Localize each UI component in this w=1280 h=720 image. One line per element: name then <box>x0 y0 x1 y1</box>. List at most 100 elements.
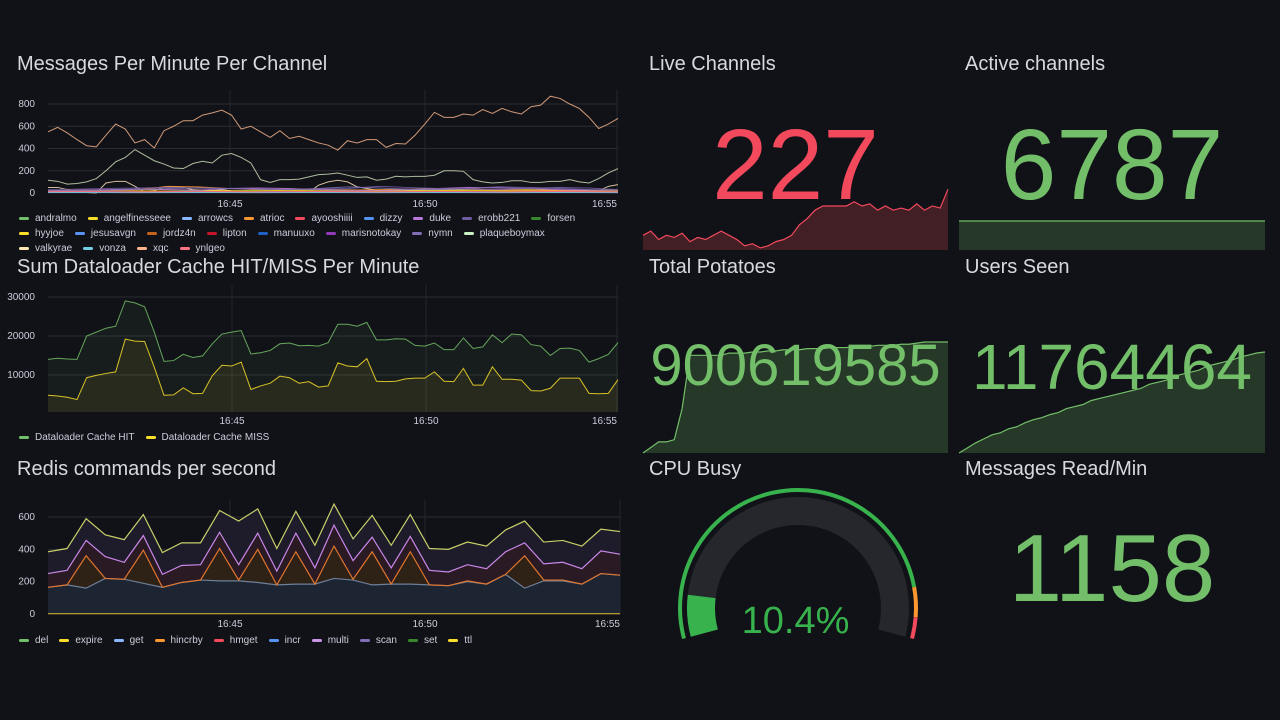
panel-title-msgread[interactable]: Messages Read/Min <box>965 458 1148 480</box>
legend-item[interactable]: angelfinesseee <box>87 213 171 224</box>
legend-item[interactable]: del <box>19 635 48 646</box>
panel-title-messages[interactable]: Messages Per Minute Per Channel <box>17 53 328 75</box>
legend-item[interactable]: expire <box>59 635 103 646</box>
active-channels-value: 6787 <box>1000 109 1224 221</box>
sparkline-area <box>643 189 948 250</box>
legend-item[interactable]: dizzy <box>363 213 402 224</box>
legend-item[interactable]: incr <box>268 635 301 646</box>
legend-item[interactable]: forsen <box>531 213 575 224</box>
legend-swatch <box>181 217 192 220</box>
x-tick-label: 16:50 <box>413 416 438 427</box>
legend-item[interactable]: nymn <box>412 228 453 239</box>
legend-item[interactable]: Dataloader Cache HIT <box>19 432 135 443</box>
legend-item[interactable]: andralmo <box>19 213 77 224</box>
legend-item[interactable]: hincrby <box>154 635 203 646</box>
redis-chart[interactable]: 0 200 400 600 16:45 16:50 16:55 <box>0 500 632 630</box>
legend-item[interactable]: xqc <box>136 243 169 254</box>
gauge-threshold-red <box>910 617 918 640</box>
legend-item[interactable]: Dataloader Cache MISS <box>145 432 269 443</box>
legend-item[interactable]: hmget <box>213 635 258 646</box>
legend-label: hmget <box>229 635 258 646</box>
legend-swatch <box>325 232 336 235</box>
legend-swatch <box>412 232 423 235</box>
y-tick-label: 600 <box>18 121 35 132</box>
legend-swatch <box>531 217 542 220</box>
y-tick-label: 200 <box>18 577 35 588</box>
legend-label: andralmo <box>35 213 77 224</box>
panel-title-cpu[interactable]: CPU Busy <box>649 458 742 480</box>
messages-read-value: 1158 <box>1008 515 1216 622</box>
legend-label: get <box>129 635 144 646</box>
legend-swatch <box>413 217 424 220</box>
legend-swatch <box>359 639 370 642</box>
legend-item[interactable]: atrioc <box>244 213 284 224</box>
x-tick-label: 16:55 <box>592 416 617 427</box>
legend-label: xqc <box>152 243 169 254</box>
cache-chart[interactable]: 10000 20000 30000 16:45 16:50 16:55 <box>0 285 632 430</box>
legend-label: hincrby <box>170 635 203 646</box>
legend-swatch <box>136 247 147 250</box>
panel-title-redis[interactable]: Redis commands per second <box>17 458 277 480</box>
legend-swatch <box>74 232 85 235</box>
gauge-value-fill <box>687 594 718 637</box>
live-channels-value: 227 <box>712 109 879 221</box>
area-scan <box>48 504 620 575</box>
panel-title-active[interactable]: Active channels <box>965 53 1106 75</box>
legend-item[interactable]: marisnotokay <box>325 228 401 239</box>
legend-item[interactable]: valkyrae <box>19 243 72 254</box>
x-tick-label: 16:55 <box>592 199 617 210</box>
legend-item[interactable]: duke <box>413 213 451 224</box>
legend-swatch <box>19 232 29 235</box>
legend-item[interactable]: plaqueboymax <box>463 228 545 239</box>
legend-swatch <box>448 639 459 642</box>
legend-item[interactable]: set <box>407 635 438 646</box>
legend-item[interactable]: ttl <box>448 635 472 646</box>
panel-title-live[interactable]: Live Channels <box>649 53 776 75</box>
legend-label: set <box>423 635 438 646</box>
legend-label: atrioc <box>260 213 285 224</box>
sparkline-line <box>642 341 948 454</box>
legend-item[interactable]: vonza <box>83 243 126 254</box>
legend-item[interactable]: get <box>113 635 144 646</box>
panel-title-potatoes[interactable]: Total Potatoes <box>649 256 776 278</box>
legend-swatch <box>311 639 322 642</box>
gauge-track <box>687 497 909 637</box>
legend-item[interactable]: hyyjoe <box>19 228 64 239</box>
series-line-xqc <box>47 95 619 151</box>
live-sparkline <box>642 188 949 250</box>
legend-item[interactable]: multi <box>311 635 349 646</box>
x-tick-label: 16:45 <box>219 416 244 427</box>
legend-swatch <box>463 232 474 235</box>
legend-item[interactable]: ynlgeo <box>179 243 225 254</box>
y-tick-label: 600 <box>18 512 35 523</box>
legend-swatch <box>19 639 29 642</box>
legend-item[interactable]: jordz4n <box>146 228 196 239</box>
legend-label: duke <box>429 213 452 224</box>
series-line-hincrby <box>47 544 621 589</box>
legend-item[interactable]: arrowcs <box>181 213 233 224</box>
area-Dataloader Cache HIT <box>48 300 618 412</box>
panel-title-users[interactable]: Users Seen <box>965 256 1070 278</box>
y-tick-label: 0 <box>29 188 35 199</box>
legend-item[interactable]: erobb221 <box>462 213 520 224</box>
legend-label: hyyjoe <box>35 228 64 239</box>
legend-item[interactable]: ayooshiiii <box>295 213 353 224</box>
area-get <box>48 573 620 614</box>
panel-title-cache[interactable]: Sum Dataloader Cache HIT/MISS Per Minute <box>17 256 420 278</box>
messages-chart[interactable]: 0 200 400 600 800 16:45 16:50 16:55 <box>0 90 632 210</box>
legend-item[interactable]: manuuxo <box>257 228 315 239</box>
y-tick-label: 10000 <box>7 370 35 381</box>
legend-label: Dataloader Cache HIT <box>35 432 135 443</box>
legend-item[interactable]: lipton <box>206 228 247 239</box>
x-tick-label: 16:55 <box>595 619 620 630</box>
legend-item[interactable]: jesusavgn <box>74 228 136 239</box>
users-seen-value: 11764464 <box>972 331 1252 403</box>
users-sparkline <box>958 351 1266 454</box>
legend-swatch <box>363 217 374 220</box>
redis-legend: del expire get hincrby hmget incr multi scan set… <box>19 635 619 646</box>
legend-swatch <box>146 232 157 235</box>
legend-label: nymn <box>428 228 453 239</box>
legend-item[interactable]: scan <box>359 635 397 646</box>
area-multi <box>48 525 620 588</box>
legend-label: ttl <box>464 635 473 646</box>
